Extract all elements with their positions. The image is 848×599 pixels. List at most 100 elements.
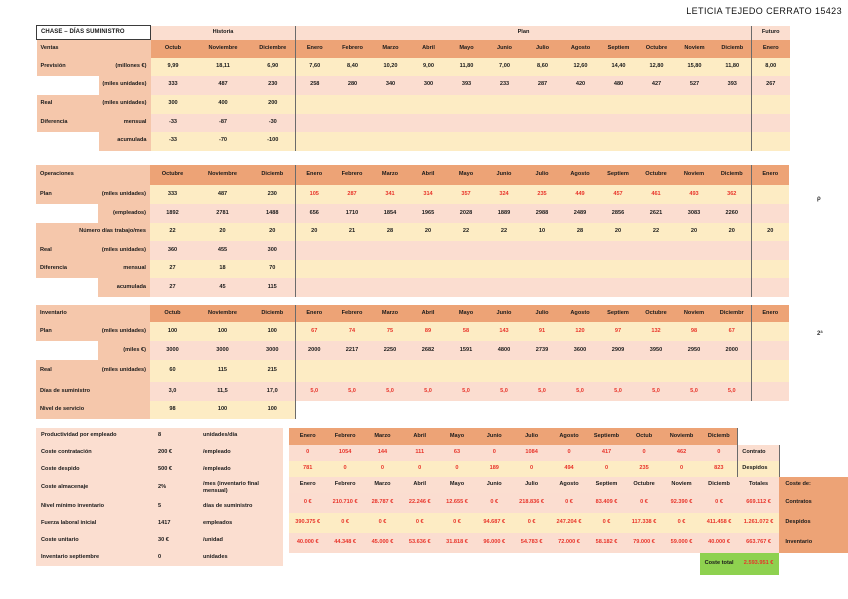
param-concept: Fuerza laboral inicial xyxy=(36,515,156,532)
cell: 100 xyxy=(250,322,296,341)
cell: 0 € xyxy=(363,513,402,533)
table-row: Real (miles unidades) 360 455 300 xyxy=(36,241,789,260)
month-header: Febrero xyxy=(326,428,364,445)
cell: 53.636 € xyxy=(401,533,439,553)
month-header: Septiemb xyxy=(587,428,626,445)
month-header: Enero xyxy=(751,165,789,185)
row-label-contrato: Contrato xyxy=(737,445,780,461)
cost-row-label: Despidos xyxy=(779,513,848,533)
totales-header: Totales xyxy=(737,477,780,493)
table-row: Real (miles unidades) 300 400 200 xyxy=(36,94,790,114)
month-header: Noviemb xyxy=(662,428,701,445)
cell: 8,40 xyxy=(333,57,372,76)
cell: 1889 xyxy=(485,204,523,223)
cell: 0 xyxy=(625,445,663,461)
cost-row-label: Contratos xyxy=(779,493,848,513)
cell: 15,80 xyxy=(675,57,714,76)
cell: 100 xyxy=(150,322,195,341)
cell: 0 € xyxy=(401,513,439,533)
cell: 0 xyxy=(289,445,327,461)
month-header: Octub xyxy=(625,428,663,445)
cell: 144 xyxy=(363,445,402,461)
cell xyxy=(750,241,789,260)
cell: 5,0 xyxy=(333,382,371,401)
table-row: Plan (miles unidades) 333 487 230 105 28… xyxy=(36,185,789,204)
cell: 28 xyxy=(561,223,599,241)
cell: 5,0 xyxy=(675,382,713,401)
cell-empty xyxy=(295,260,751,278)
cell: -30 xyxy=(250,113,296,132)
cell: 3083 xyxy=(675,204,713,223)
cell: 12,80 xyxy=(637,57,676,76)
cell xyxy=(751,382,789,401)
month-header: Octubre xyxy=(637,305,675,322)
cell: 94.687 € xyxy=(475,513,513,533)
costes-month-header-row-top: Enero Febrero Marzo Abril Mayo Junio Jul… xyxy=(289,428,848,445)
cell: 230 xyxy=(250,185,296,204)
cell: 781 xyxy=(289,461,327,477)
param-value: 5 xyxy=(156,498,201,515)
cell: 314 xyxy=(409,185,447,204)
grand-total-value: 2.593.951 € xyxy=(737,553,780,575)
cell: 1591 xyxy=(447,341,485,360)
cell: 2217 xyxy=(333,341,371,360)
cell: 2682 xyxy=(409,341,447,360)
cell: 5,0 xyxy=(713,382,752,401)
cell xyxy=(750,360,789,382)
month-header: Noviembre xyxy=(195,39,251,58)
month-header: Noviembre xyxy=(195,305,250,322)
month-header: Noviem xyxy=(675,39,714,58)
row-unit: (miles unidades) xyxy=(98,241,150,260)
cell: 97 xyxy=(599,322,637,341)
param-value: 1417 xyxy=(156,515,201,532)
param-unit: días de suministro xyxy=(201,498,283,515)
cell: 44.348 € xyxy=(326,533,364,553)
cell: 3000 xyxy=(250,341,296,360)
cell: 457 xyxy=(599,185,637,204)
cell-empty xyxy=(295,241,751,260)
cell: 0 xyxy=(662,461,701,477)
table-row: (empleados) 1892 2781 1488 656 1710 1854… xyxy=(36,204,789,223)
param-unit: unidades/día xyxy=(201,428,283,444)
row-unit: mensual xyxy=(98,260,150,278)
month-header: Octubre xyxy=(625,477,663,493)
cell: 5,0 xyxy=(485,382,523,401)
param-concept: Inventario septiembre xyxy=(36,549,156,566)
cell: 0 € xyxy=(475,493,513,513)
operaciones-block: Operaciones Octubre Noviembre Diciemb En… xyxy=(36,165,789,297)
month-header: Junio xyxy=(475,477,513,493)
cell: 14,40 xyxy=(599,57,638,76)
cell: 0 xyxy=(700,445,739,461)
month-header: Enero xyxy=(751,39,790,58)
month-header: Diciemb xyxy=(713,39,752,58)
cell: 2739 xyxy=(523,341,561,360)
cell: 2909 xyxy=(599,341,637,360)
month-header: Agosto xyxy=(561,165,599,185)
cell: 0 xyxy=(363,461,402,477)
group-plan: Plan xyxy=(295,25,752,40)
table-row: Nivel de servicio 98 100 100 xyxy=(36,401,789,419)
costes-table: Enero Febrero Marzo Abril Mayo Junio Jul… xyxy=(289,428,848,575)
table-row: 0 € 210.710 € 28.787 € 22.246 € 12.655 €… xyxy=(289,493,848,513)
cell: 8,00 xyxy=(751,57,790,76)
cell: 12,60 xyxy=(561,57,600,76)
cell: 100 xyxy=(250,401,296,419)
param-value: 500 € xyxy=(156,461,201,478)
cell xyxy=(751,94,790,114)
cell: 340 xyxy=(371,75,410,95)
month-header: Junio xyxy=(485,39,524,58)
cell: 0 xyxy=(512,461,551,477)
row-unit: (miles unidades) xyxy=(98,75,151,95)
month-header: Diciembr xyxy=(713,305,752,322)
cell: 91 xyxy=(523,322,561,341)
cell: 200 xyxy=(250,94,296,114)
cell: 267 xyxy=(751,75,790,95)
cell: 2856 xyxy=(599,204,637,223)
month-header: Febrero xyxy=(333,165,371,185)
month-header: Enero xyxy=(751,305,789,322)
row-unit: acumulada xyxy=(98,278,150,297)
cell: 417 xyxy=(587,445,626,461)
cell: 0 xyxy=(475,445,513,461)
month-header: Abril xyxy=(409,165,447,185)
month-header: Octub xyxy=(150,305,195,322)
